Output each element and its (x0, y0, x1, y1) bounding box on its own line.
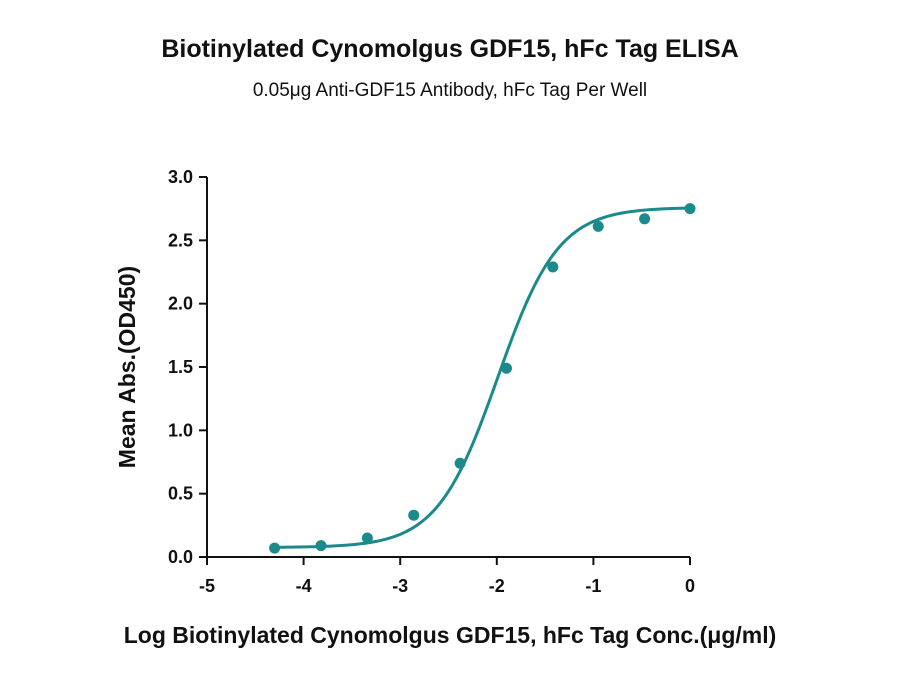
data-point (592, 220, 604, 232)
chart-subtitle: 0.05μg Anti-GDF15 Antibody, hFc Tag Per … (253, 80, 647, 101)
y-tick-label: 1.5 (168, 357, 193, 377)
data-point (408, 509, 420, 521)
y-tick-label: 1.0 (168, 420, 193, 440)
axes (206, 177, 690, 558)
x-tick-label: 0 (685, 576, 695, 596)
data-point (500, 362, 512, 374)
data-point (454, 457, 466, 469)
data-point (684, 203, 696, 215)
data-point (361, 532, 373, 544)
x-tick-label: -4 (296, 576, 312, 596)
y-tick-label: 0.0 (168, 547, 193, 567)
y-ticks: 0.0 0.5 1.0 1.5 2.0 2.5 3.0 (168, 167, 207, 567)
y-tick-label: 2.0 (168, 294, 193, 314)
x-ticks: -5 -4 -3 -2 -1 0 (199, 557, 695, 596)
y-tick-label: 2.5 (168, 230, 193, 250)
fit-curve (274, 206, 691, 549)
x-tick-label: -3 (392, 576, 408, 596)
x-tick-label: -2 (489, 576, 505, 596)
x-axis-label: Log Biotinylated Cynomolgus GDF15, hFc T… (124, 622, 777, 648)
x-tick-label: -1 (585, 576, 601, 596)
y-tick-label: 0.5 (168, 484, 193, 504)
chart-title: Biotinylated Cynomolgus GDF15, hFc Tag E… (161, 35, 738, 63)
data-points (269, 203, 696, 554)
data-point (639, 213, 651, 225)
data-point (315, 540, 327, 552)
data-point (547, 261, 559, 273)
y-tick-label: 3.0 (168, 167, 193, 187)
data-point (269, 542, 281, 554)
x-tick-label: -5 (199, 576, 215, 596)
y-axis-label: Mean Abs.(OD450) (114, 266, 140, 468)
